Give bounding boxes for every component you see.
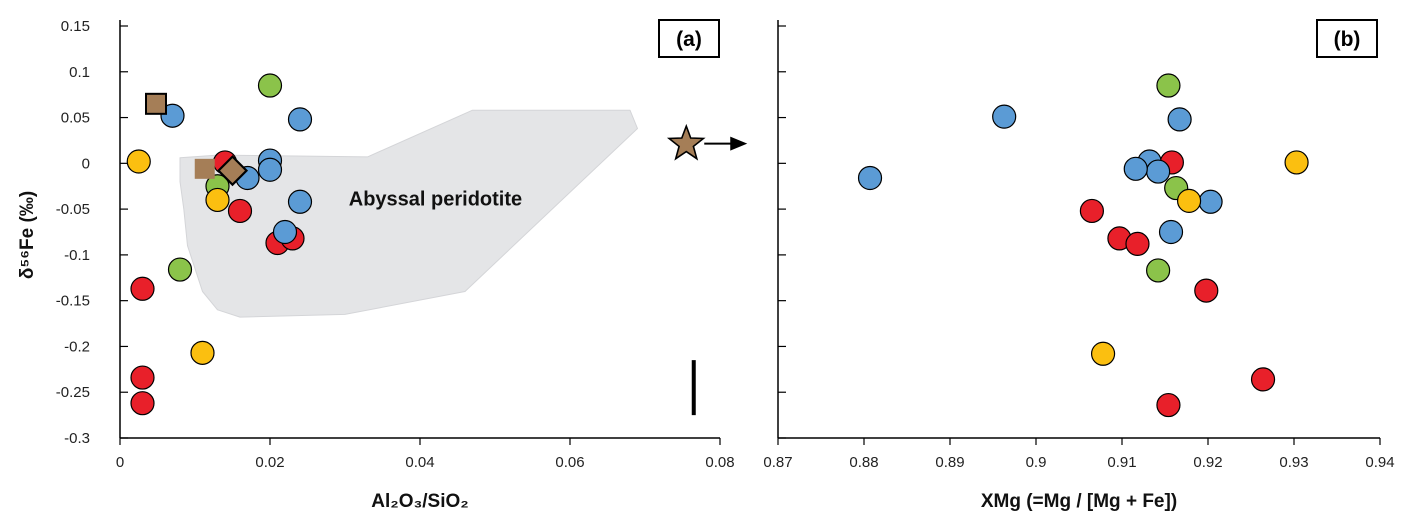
yellow-circle-point <box>1284 150 1309 175</box>
red-circle-point <box>227 198 253 224</box>
y-tick-label: 0.05 <box>61 110 90 127</box>
red-circle-point <box>1250 367 1276 392</box>
yellow-circle-point <box>205 187 230 213</box>
red-circle-point <box>130 365 155 390</box>
x-axis-title: Al₂O₃/SiO₂ <box>371 491 468 512</box>
blue-circle-point <box>257 157 283 182</box>
brown-star-point <box>666 123 706 161</box>
x-tick-label: 0 <box>116 454 124 471</box>
y-tick-label: -0.15 <box>56 293 90 310</box>
x-tick-label: 0.08 <box>705 454 734 471</box>
green-circle-point <box>167 257 193 282</box>
red-circle-point <box>130 276 155 301</box>
green-circle-point <box>257 73 283 98</box>
panel-a: Abyssal peridotite 0.15 0.1 0.05 0 -0.05 -0.1… <box>17 18 748 512</box>
y-tick-label: 0 <box>82 155 90 172</box>
x-tick-label: 0.9 <box>1026 454 1047 471</box>
x-tick-label: 0.94 <box>1365 454 1394 471</box>
y-tick-label: -0.2 <box>64 338 90 355</box>
abyssal-peridotite-region <box>179 109 638 318</box>
x-tick-label: 0.91 <box>1107 454 1136 471</box>
blue-circle-point <box>1146 159 1171 184</box>
red-circle-point <box>1194 278 1219 303</box>
red-circle-point <box>1079 198 1105 224</box>
panel-label: (a) <box>676 28 702 51</box>
x-tick-label: 0.87 <box>763 454 792 471</box>
y-tick-label: -0.05 <box>56 201 90 218</box>
x-axis-title: XMg (=Mg / [Mg + Fe]) <box>981 491 1177 512</box>
blue-circle-point <box>287 107 313 132</box>
blue-circle-point <box>272 219 298 245</box>
y-tick-label: 0.1 <box>69 64 90 81</box>
x-tick-label: 0.89 <box>935 454 964 471</box>
brown-square-point <box>194 158 215 179</box>
blue-circle-point <box>857 165 883 191</box>
yellow-circle-point <box>1176 188 1202 213</box>
green-circle-point <box>1146 258 1171 283</box>
blue-circle-point <box>992 104 1017 129</box>
red-circle-point <box>1125 231 1150 257</box>
y-tick-label: -0.25 <box>56 384 90 401</box>
blue-circle-point <box>1158 219 1184 245</box>
x-tick-label: 0.02 <box>255 454 284 471</box>
region-label: Abyssal peridotite <box>349 188 522 210</box>
y-tick-label: -0.1 <box>64 247 90 264</box>
y-axis-title: δ⁵⁶Fe (‰) <box>17 191 38 279</box>
y-tick-label: 0.15 <box>61 18 90 35</box>
panel-label-box <box>658 19 720 58</box>
panel-b: 0.87 0.88 0.89 0.9 0.91 0.92 0.93 0.94 (b) XMg … <box>763 19 1395 512</box>
blue-circle-point <box>1123 156 1148 181</box>
blue-circle-point <box>287 189 313 214</box>
x-tick-label: 0.92 <box>1193 454 1222 471</box>
x-tick-label: 0.06 <box>555 454 584 471</box>
y-tick-label: -0.3 <box>64 430 90 447</box>
blue-circle-point <box>1167 107 1192 132</box>
brown-diamond-point <box>216 155 249 187</box>
yellow-circle-point <box>190 340 215 365</box>
green-circle-point <box>1156 73 1181 98</box>
arrow-head-icon <box>730 136 748 151</box>
x-tick-label: 0.88 <box>849 454 878 471</box>
panel-label: (b) <box>1334 28 1361 51</box>
red-circle-point <box>1156 392 1181 418</box>
panel-label-box <box>1316 19 1378 58</box>
blue-circle-point <box>1198 189 1223 214</box>
brown-square-point <box>145 92 167 115</box>
x-tick-label: 0.93 <box>1279 454 1308 471</box>
x-tick-label: 0.04 <box>405 454 434 471</box>
yellow-circle-point <box>1090 341 1116 366</box>
red-circle-point <box>130 391 155 416</box>
yellow-circle-point <box>126 149 151 174</box>
